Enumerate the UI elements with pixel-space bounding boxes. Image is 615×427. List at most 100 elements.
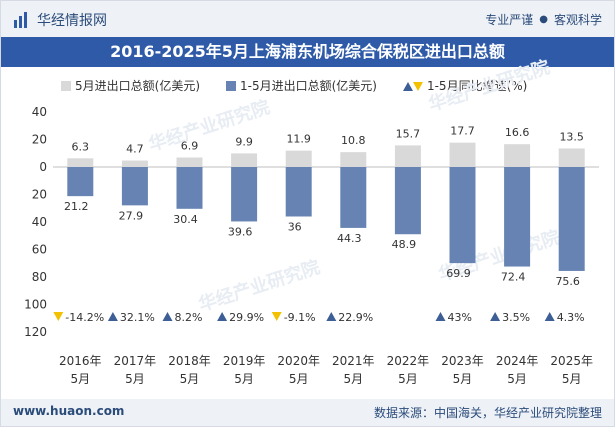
x-tick-label-year: 2023年 [441,354,484,368]
y-tick-label: 40 [32,215,47,229]
brand-logo-icon [14,12,27,28]
x-tick-label-month: 5月 [507,372,527,386]
bar-cumulative [121,167,148,206]
legend-triangles-icon [402,81,423,91]
legend-item-monthly: 5月进出口总额(亿美元) [61,77,200,94]
bar-cumulative [340,167,367,228]
site-url: www.huaon.com [13,404,125,418]
growth-down-marker [53,312,64,321]
y-tick-label: 100 [24,298,47,312]
bar-monthly [558,148,585,167]
bar-monthly [340,152,367,167]
bar-monthly [231,153,258,167]
growth-up-marker [435,312,446,321]
data-label-cumulative: 36 [288,221,302,234]
chart-plot: 华经产业研究院华经产业研究院华经产业研究院华经产业研究院402002040608… [24,56,599,386]
bar-monthly [449,142,476,167]
x-tick-label-month: 5月 [398,372,418,386]
x-tick-label-month: 5月 [562,372,582,386]
watermark: 华经产业研究院 [196,256,323,316]
legend-item-cumulative: 1-5月进出口总额(亿美元) [226,77,377,94]
x-tick-label-year: 2018年 [168,354,211,368]
brand: 华经情报网 [13,10,107,30]
bottom-bar: www.huaon.com 数据来源：中国海关，华经产业研究院整理 [1,399,614,426]
growth-label: 4.3% [557,311,585,324]
data-label-monthly: 4.7 [126,143,144,156]
legend-swatch-monthly [61,80,71,91]
y-tick-label: 0 [39,160,47,174]
legend-label-monthly: 5月进出口总额(亿美元) [75,79,200,93]
growth-up-marker [544,312,555,321]
legend-label-growth: 1-5月同比增速(%) [426,79,528,93]
bar-monthly [176,157,203,167]
slogan-right: 客观科学 [553,13,602,27]
growth-label: -9.1% [284,311,316,324]
x-tick-label-year: 2019年 [223,354,266,368]
data-label-monthly: 11.9 [286,133,311,146]
x-tick-label-month: 5月 [125,372,145,386]
data-label-monthly: 6.3 [72,140,90,153]
x-tick-label-year: 2020年 [277,354,320,368]
data-label-cumulative: 69.9 [446,267,471,280]
x-tick-label-year: 2016年 [59,354,102,368]
bar-cumulative [449,167,476,264]
bar-cumulative [504,167,531,267]
data-label-cumulative: 30.4 [173,213,198,226]
growth-label: 8.2% [175,311,203,324]
bar-cumulative [394,167,421,235]
bar-monthly [394,145,421,167]
x-tick-label-month: 5月 [234,372,254,386]
slogan-left: 专业严谨 [485,13,534,27]
top-bar: 华经情报网 专业严谨 ● 客观科学 [1,1,614,37]
growth-up-marker [490,312,501,321]
growth-down-marker [271,312,282,321]
bar-cumulative [176,167,203,209]
legend-item-growth: 1-5月同比增速(%) [402,77,528,94]
data-label-cumulative: 75.6 [555,275,580,288]
data-label-cumulative: 21.2 [64,200,89,213]
x-tick-label-year: 2017年 [114,354,157,368]
growth-up-marker [217,312,228,321]
bar-monthly [285,150,312,167]
watermark: 华经产业研究院 [426,56,553,116]
growth-up-marker [162,312,173,321]
growth-label: 3.5% [502,311,530,324]
y-tick-label: 80 [32,270,47,284]
bar-monthly [121,160,148,167]
x-tick-label-year: 2024年 [496,354,539,368]
y-tick-label: 20 [32,188,47,202]
y-tick-label: 20 [32,133,47,147]
bar-cumulative [285,167,312,217]
growth-label: 32.1% [120,311,155,324]
legend-swatch-cumulative [226,80,236,91]
x-tick-label-month: 5月 [289,372,309,386]
data-label-monthly: 16.6 [505,126,530,139]
watermark: 华经产业研究院 [146,96,273,156]
data-label-monthly: 6.9 [181,140,199,153]
x-tick-label-month: 5月 [180,372,200,386]
data-label-cumulative: 48.9 [392,238,417,251]
bar-monthly [67,158,94,167]
x-tick-label-year: 2022年 [387,354,430,368]
y-tick-label: 60 [32,243,47,257]
data-label-monthly: 13.5 [559,130,584,143]
growth-label: 22.9% [338,311,373,324]
data-label-cumulative: 44.3 [337,232,362,245]
brand-name: 华经情报网 [37,13,107,29]
growth-label: 29.9% [229,311,264,324]
data-source: 数据来源：中国海关，华经产业研究院整理 [373,406,602,420]
x-tick-label-year: 2025年 [550,354,593,368]
bullet-icon: ● [539,14,548,25]
bar-cumulative [558,167,585,271]
growth-label: -14.2% [65,311,104,324]
data-label-monthly: 15.7 [396,127,421,140]
data-label-monthly: 10.8 [341,134,366,147]
bar-monthly [504,144,531,167]
x-tick-label-month: 5月 [343,372,363,386]
data-label-monthly: 9.9 [235,135,253,148]
y-tick-label: 40 [32,105,47,119]
bar-cumulative [231,167,258,222]
growth-label: 43% [448,311,472,324]
chart-title: 2016-2025年5月上海浦东机场综合保税区进出口总额 [1,37,614,67]
